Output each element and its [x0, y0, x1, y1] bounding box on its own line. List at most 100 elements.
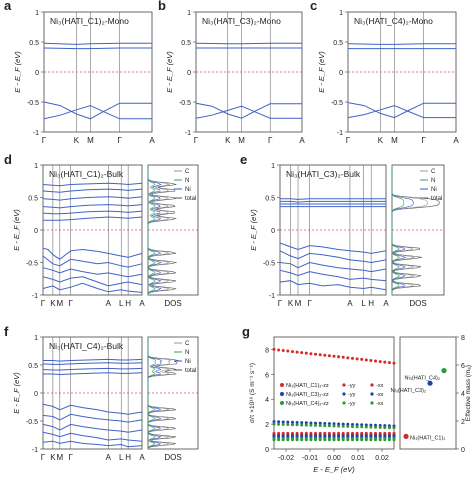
- mass-y-tick-label: 2: [461, 419, 465, 426]
- y-axis-label: E - E_F (eV): [165, 51, 174, 93]
- y-tick-label: -1: [33, 130, 39, 137]
- dos-n-curve: [147, 165, 156, 296]
- y-axis-label: E - E_F (eV): [12, 209, 21, 251]
- data-point: [351, 425, 354, 429]
- data-point: [327, 422, 331, 426]
- band-line: [42, 282, 143, 293]
- kpoint-label: L: [362, 299, 367, 308]
- kpoint-label: A: [299, 136, 305, 145]
- dos-n-curve: [147, 337, 157, 450]
- mass-point-label: Ni₃(HATI_C4)₂: [405, 376, 440, 382]
- dos-legend-label: total: [185, 368, 196, 374]
- band-line: [43, 372, 143, 376]
- y-axis-label: E - E_F (eV): [13, 51, 22, 93]
- mass-point: [441, 368, 447, 374]
- data-point: [346, 424, 350, 428]
- legend-marker: [280, 392, 284, 396]
- mass-y-tick-label: 8: [461, 335, 465, 342]
- data-point: [323, 353, 327, 357]
- data-point: [360, 425, 364, 429]
- data-point: [346, 438, 350, 442]
- kpoint-label: Γ: [346, 136, 351, 145]
- y-tick-label: -1: [32, 447, 38, 454]
- band-line: [42, 403, 143, 415]
- mass-y-axis-label: Effective mass (mₑ): [465, 365, 472, 421]
- data-point: [341, 422, 345, 426]
- data-point: [314, 352, 317, 356]
- y-tick-label: 0.5: [333, 40, 343, 47]
- chart-title-f: Ni₃(HATI_C4)₂-Bulk: [49, 341, 124, 351]
- dos-axis-label: DOS: [164, 299, 181, 308]
- panel-letter-d: d: [4, 152, 12, 167]
- legend-marker: [342, 392, 346, 396]
- band-line: [42, 188, 143, 193]
- data-point: [300, 438, 304, 442]
- kpoint-label: Γ: [268, 136, 273, 145]
- chart-title-e: Ni₃(HATI_C3)₂-Bulk: [286, 169, 361, 179]
- y-tick-label: 4: [265, 397, 269, 404]
- data-point: [392, 438, 396, 442]
- data-point: [351, 423, 354, 426]
- kpoint-label: M: [295, 299, 302, 308]
- dos-legend-label: Ni: [185, 187, 191, 193]
- band-line: [42, 196, 143, 201]
- y-tick-label: 6: [265, 372, 269, 379]
- band-line: [279, 269, 387, 282]
- data-point: [327, 424, 331, 428]
- y-tick-label: -0.5: [179, 100, 191, 107]
- y-tick-label: 2: [265, 422, 269, 429]
- band-line: [347, 105, 456, 119]
- dos-legend-label: total: [185, 196, 196, 202]
- mass-y-tick-label: 0: [461, 447, 465, 454]
- y-tick-label: 1: [339, 10, 343, 17]
- data-point: [272, 347, 276, 351]
- kpoint-label: Γ: [194, 136, 199, 145]
- kpoint-label: M: [238, 136, 245, 145]
- band-line: [43, 42, 152, 45]
- y-tick-label: 0: [34, 391, 38, 398]
- y-tick-label: 8: [265, 347, 269, 354]
- data-point: [332, 424, 336, 428]
- data-point: [378, 360, 382, 364]
- data-point: [355, 423, 359, 427]
- data-point: [337, 355, 341, 359]
- data-point: [277, 348, 281, 352]
- kpoint-label: K: [74, 136, 80, 145]
- y-tick-label: 0: [35, 70, 39, 77]
- band-line: [279, 261, 387, 273]
- panel-letter-f: f: [4, 324, 9, 339]
- y-tick-label: 0: [271, 228, 275, 235]
- data-point: [281, 438, 285, 442]
- kpoint-label: H: [125, 453, 131, 462]
- band-line: [347, 43, 456, 45]
- data-point: [364, 438, 368, 442]
- band-line: [279, 250, 387, 264]
- y-tick-label: -1: [337, 130, 343, 137]
- data-point: [277, 420, 281, 424]
- kpoint-label: H: [368, 299, 374, 308]
- data-point: [314, 421, 317, 425]
- band-line: [280, 200, 386, 203]
- panel-letter-a: a: [4, 0, 12, 13]
- data-point: [323, 424, 327, 428]
- dos-ni-curve: [391, 165, 414, 295]
- kpoint-label: A: [383, 299, 389, 308]
- data-point: [332, 354, 336, 358]
- kpoint-label: K: [225, 136, 231, 145]
- y-tick-label: 0: [187, 70, 191, 77]
- kpoint-label: M: [87, 136, 94, 145]
- y-tick-label: -0.5: [26, 261, 38, 268]
- data-point: [341, 424, 345, 428]
- panel-letter-c: c: [310, 0, 317, 13]
- data-point: [374, 438, 377, 442]
- kpoint-label: K: [288, 299, 294, 308]
- dos-legend-label: N: [185, 178, 189, 184]
- legend-label: Ni₃(HATI_C3)₂-zz: [286, 392, 329, 398]
- data-point: [327, 354, 331, 358]
- kpoint-label: K: [50, 299, 56, 308]
- data-point: [341, 438, 345, 442]
- panel-letter-e: e: [240, 152, 247, 167]
- data-point: [295, 438, 299, 442]
- legend-marker: [342, 383, 346, 387]
- legend-marker: [280, 383, 284, 387]
